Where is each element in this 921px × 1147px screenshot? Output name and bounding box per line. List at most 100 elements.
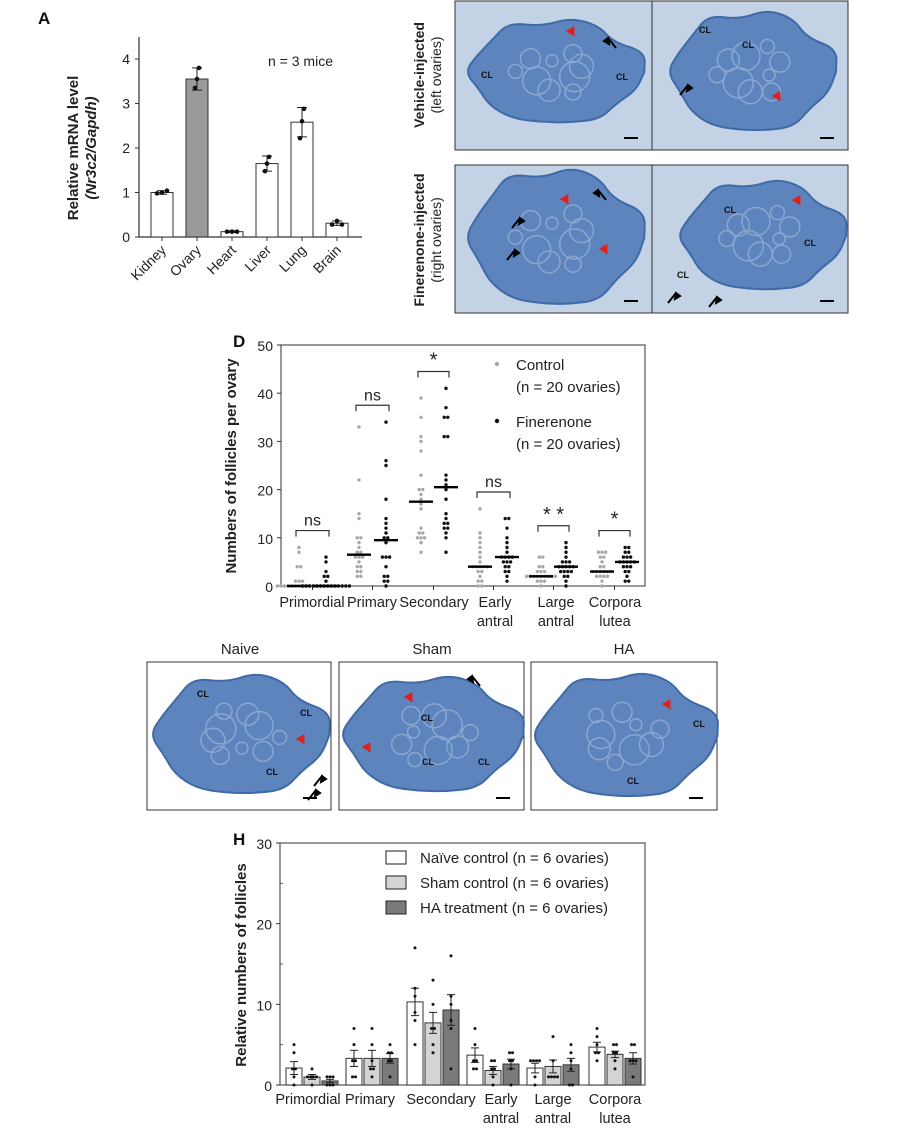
data-point	[266, 154, 272, 160]
data-point	[613, 1067, 617, 1071]
data-point	[433, 1027, 436, 1031]
follicle-shape	[606, 753, 624, 772]
data-point-finerenone	[384, 565, 388, 569]
data-point-control	[600, 560, 604, 564]
data-point-finerenone	[505, 536, 509, 540]
data-point-control	[357, 560, 361, 564]
significance-bracket	[598, 529, 631, 537]
data-point	[413, 986, 417, 990]
follicle-shape	[537, 78, 561, 102]
y-tick-label: 50	[257, 338, 273, 354]
data-point-control	[421, 531, 425, 535]
red-arrowhead-icon	[361, 742, 371, 753]
data-point-control	[480, 579, 484, 583]
y-axis-label: Relative mRNA level	[65, 76, 82, 221]
panel-label-h: H	[233, 830, 245, 849]
data-point-finerenone	[564, 560, 568, 564]
data-point-finerenone	[386, 536, 390, 540]
x-category-label: Primary	[345, 1092, 396, 1108]
data-point-control	[478, 540, 482, 545]
data-point-finerenone	[324, 560, 328, 564]
data-point-control	[539, 579, 543, 583]
data-point-control	[541, 565, 545, 569]
y-tick-label: 0	[265, 579, 273, 595]
data-point-control	[293, 579, 298, 583]
y-tick-label: 0	[122, 229, 130, 245]
data-point	[309, 1075, 312, 1079]
data-point-control	[275, 584, 280, 588]
data-point-finerenone	[340, 584, 344, 588]
data-point-control	[355, 574, 359, 579]
finerenone-sublabel: (right ovaries)	[428, 197, 444, 283]
data-point-control	[419, 502, 423, 506]
data-point	[413, 1043, 417, 1047]
data-point-finerenone	[444, 550, 448, 554]
data-point-control	[422, 536, 427, 540]
significance-bracket	[476, 491, 511, 499]
data-point	[594, 1051, 597, 1055]
red-arrowhead-icon	[403, 692, 413, 703]
significance-bracket	[417, 370, 450, 378]
data-point	[352, 1027, 356, 1031]
bar-lung	[290, 121, 314, 238]
data-point	[569, 1059, 573, 1063]
data-point	[509, 1083, 513, 1087]
data-point-finerenone	[627, 550, 631, 554]
data-point	[613, 1059, 617, 1063]
data-point-control	[596, 550, 601, 554]
data-point	[550, 1075, 553, 1079]
data-point	[264, 161, 270, 166]
data-point	[331, 1083, 335, 1087]
data-point	[595, 1059, 599, 1063]
black-arrow-icon	[511, 217, 521, 229]
black-arrowhead-icon	[517, 216, 526, 226]
data-point-control	[357, 425, 361, 429]
data-point	[388, 1043, 392, 1047]
x-category-label: antral	[477, 614, 513, 630]
data-point-finerenone	[503, 569, 507, 574]
data-point-finerenone	[444, 497, 448, 501]
data-point-control	[353, 555, 358, 559]
corpus-luteum-label: CL	[266, 767, 278, 777]
data-point	[490, 1059, 493, 1063]
data-point-finerenone	[507, 569, 511, 574]
follicle-shape	[445, 735, 470, 759]
data-point-control	[419, 449, 423, 453]
data-point	[297, 135, 303, 141]
corpus-luteum-label: CL	[481, 70, 493, 80]
chart-a: 0 1 2 3 4 Relative mRNA level (Nr3c2/Gapdh) n =…	[65, 37, 362, 283]
data-point-control	[602, 574, 606, 579]
y-tick-label: 3	[122, 96, 130, 112]
data-point-control	[359, 550, 363, 554]
follicle-shape	[588, 707, 604, 724]
data-point-finerenone	[621, 565, 626, 569]
follicle-shape	[564, 83, 582, 101]
data-point-finerenone	[382, 536, 386, 540]
data-point	[595, 1043, 599, 1047]
follicle-shape	[200, 727, 226, 754]
ovary-tissue	[467, 168, 646, 305]
data-point	[631, 1075, 635, 1079]
y-tick-label: 2	[122, 140, 130, 156]
data-point	[569, 1067, 573, 1071]
data-point	[413, 1010, 417, 1014]
follicle-shape	[205, 713, 237, 745]
red-arrowhead-icon	[565, 26, 575, 37]
chart-h: 0 10 20 30 Relative numbers of follicles Prim…	[233, 836, 646, 1127]
data-point-finerenone	[564, 579, 568, 583]
follicle-shape	[731, 41, 761, 71]
data-point-control	[295, 565, 299, 569]
data-point-control	[419, 536, 423, 540]
data-point-control	[419, 492, 423, 497]
data-point	[352, 1043, 356, 1047]
follicle-shape	[708, 66, 726, 84]
significance-label: ns	[364, 387, 381, 404]
data-point-control	[480, 584, 484, 588]
data-point	[511, 1051, 514, 1055]
data-point-finerenone	[446, 434, 450, 439]
corpus-luteum-label: CL	[742, 40, 754, 50]
data-point	[164, 188, 170, 194]
follicle-shape	[507, 63, 524, 80]
data-point	[387, 1059, 390, 1063]
x-category-label: Early	[478, 595, 512, 611]
